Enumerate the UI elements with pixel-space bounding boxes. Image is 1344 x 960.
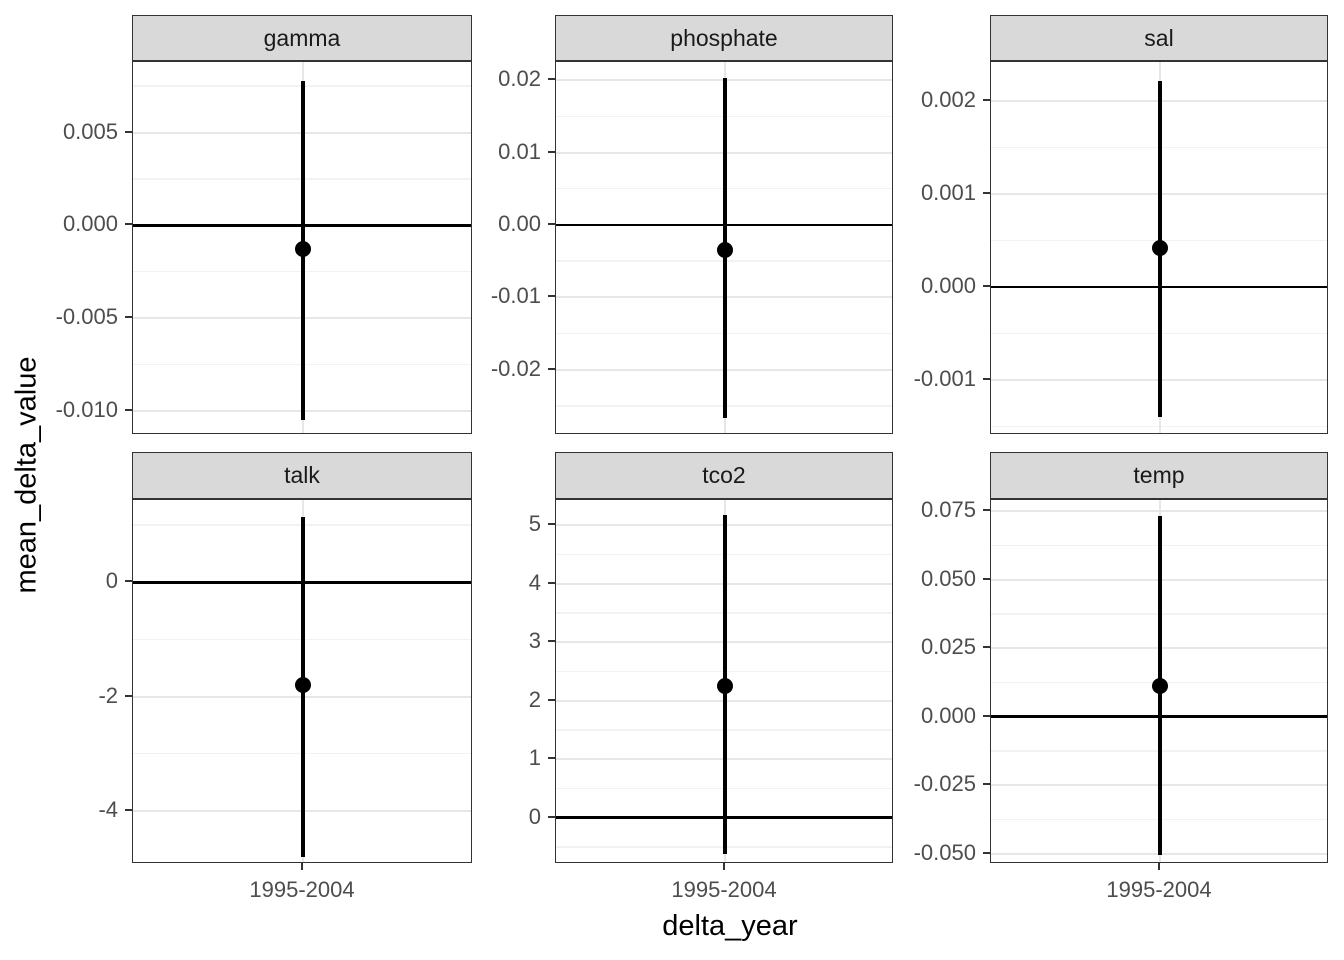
y-tick-label: 0.02	[498, 66, 541, 92]
facet-panel-phosphate	[555, 61, 893, 434]
y-tick-mark	[548, 222, 555, 225]
y-tick-mark	[125, 808, 132, 811]
data-point-talk	[295, 677, 311, 694]
y-tick-mark	[983, 99, 990, 102]
y-tick-label: 0.002	[920, 87, 976, 113]
y-tick-label: 0.000	[920, 273, 976, 299]
y-tick-label: 0.005	[62, 118, 118, 144]
y-tick-mark	[125, 130, 132, 133]
y-tick-label: -0.005	[55, 304, 118, 330]
facet-strip-talk: talk	[132, 452, 472, 499]
y-tick-mark	[548, 640, 555, 643]
data-point-phosphate	[717, 241, 733, 258]
y-tick-label: 0.001	[920, 180, 976, 206]
y-tick-mark	[983, 851, 990, 854]
x-tick-label: 1995-2004	[1106, 877, 1212, 902]
data-point-gamma	[295, 241, 311, 258]
x-tick-label: 1995-2004	[671, 877, 777, 902]
y-tick-label: -0.001	[913, 366, 976, 392]
y-tick-label: -0.010	[55, 396, 118, 422]
y-tick-mark	[983, 508, 990, 511]
facet-strip-label: temp	[1133, 462, 1185, 488]
y-tick-mark	[125, 694, 132, 697]
y-tick-label: 0	[105, 568, 118, 594]
y-tick-mark	[548, 295, 555, 298]
facet-panel-talk	[132, 499, 472, 863]
y-tick-label: 5	[528, 511, 541, 537]
x-tick-mark	[723, 863, 725, 870]
y-tick-label: 0.00	[498, 210, 541, 236]
y-tick-label: -0.01	[490, 283, 541, 309]
facet-strip-tco2: tco2	[555, 452, 893, 499]
y-tick-mark	[548, 581, 555, 584]
y-tick-label: -2	[98, 682, 118, 708]
facet-panel-tco2	[555, 499, 893, 863]
facet-strip-label: talk	[284, 462, 320, 488]
y-tick-mark	[983, 378, 990, 381]
facet-strip-label: tco2	[702, 462, 746, 488]
y-tick-mark	[125, 408, 132, 411]
facet-panel-temp	[990, 499, 1328, 863]
x-axis-title: delta_year	[662, 910, 798, 942]
facet-panel-gamma	[132, 61, 472, 434]
data-point-tco2	[717, 678, 733, 695]
y-tick-mark	[548, 150, 555, 153]
x-tick-mark	[301, 863, 303, 870]
facet-strip-gamma: gamma	[132, 15, 472, 61]
y-tick-mark	[548, 815, 555, 818]
y-tick-mark	[548, 523, 555, 526]
y-tick-label: 0	[528, 803, 541, 829]
y-tick-mark	[983, 646, 990, 649]
y-tick-label: 0.000	[920, 702, 976, 728]
y-tick-label: 4	[528, 569, 541, 595]
y-tick-mark	[125, 223, 132, 226]
y-tick-mark	[548, 757, 555, 760]
y-tick-mark	[983, 285, 990, 288]
y-tick-mark	[983, 783, 990, 786]
y-tick-label: 0.000	[62, 211, 118, 237]
y-tick-mark	[548, 367, 555, 370]
x-tick-label: 1995-2004	[249, 877, 355, 902]
y-tick-mark	[983, 577, 990, 580]
facet-strip-temp: temp	[990, 452, 1328, 499]
facet-strip-label: sal	[1144, 24, 1174, 51]
data-point-sal	[1152, 240, 1168, 257]
y-tick-label: 0.050	[920, 565, 976, 591]
y-tick-mark	[125, 316, 132, 319]
facet-strip-label: gamma	[263, 24, 341, 51]
facet-panel-sal	[990, 61, 1328, 434]
y-tick-mark	[125, 580, 132, 583]
y-tick-label: 2	[528, 686, 541, 712]
x-tick-mark	[1158, 863, 1160, 870]
y-tick-mark	[983, 192, 990, 195]
facet-strip-label: phosphate	[670, 24, 778, 51]
y-tick-label: 3	[528, 628, 541, 654]
facet-strip-phosphate: phosphate	[555, 15, 893, 61]
y-tick-label: -0.025	[913, 771, 976, 797]
y-tick-label: -0.02	[490, 355, 541, 381]
data-point-temp	[1152, 677, 1168, 694]
y-tick-mark	[548, 698, 555, 701]
y-tick-mark	[548, 78, 555, 81]
y-tick-label: -0.050	[913, 839, 976, 865]
y-tick-label: -4	[98, 796, 118, 822]
y-tick-label: 0.075	[920, 496, 976, 522]
y-tick-label: 0.01	[498, 138, 541, 164]
y-tick-mark	[983, 714, 990, 717]
facet-strip-sal: sal	[990, 15, 1328, 61]
y-tick-label: 0.025	[920, 634, 976, 660]
y-tick-label: 1	[528, 745, 541, 771]
